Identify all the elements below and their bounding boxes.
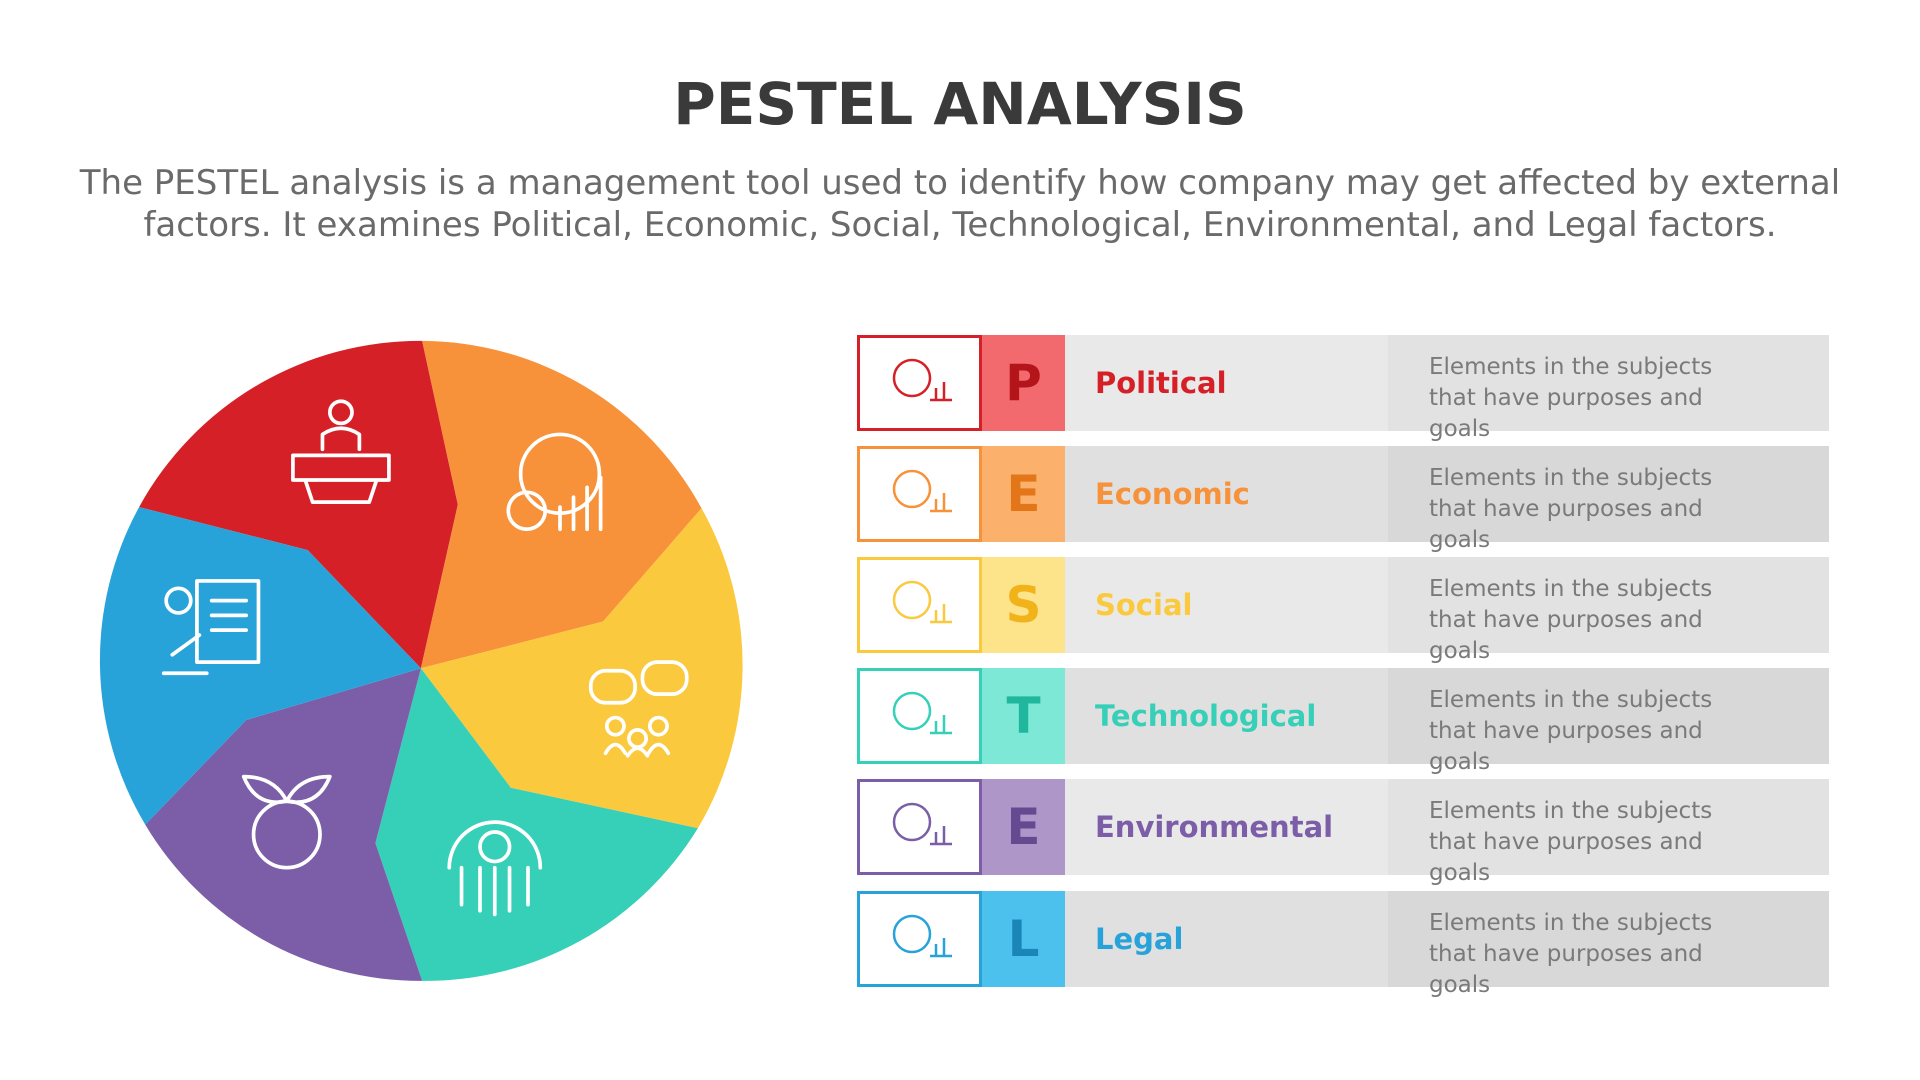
factor-icon <box>892 469 952 513</box>
factor-icon <box>892 802 952 846</box>
factor-letter: S <box>982 557 1065 653</box>
icon-environment <box>241 774 332 870</box>
description-text: Elements in the subjects that have purpo… <box>1429 576 1713 664</box>
factor-icon-box <box>857 891 982 987</box>
factor-icon-box <box>857 335 982 431</box>
factor-letter: P <box>982 335 1065 431</box>
subtitle: The PESTEL analysis is a management tool… <box>79 163 1841 245</box>
factor-icon <box>892 358 952 402</box>
factor-row: T Technological Elements in the subjects t… <box>857 668 1829 775</box>
factor-icon <box>892 580 952 624</box>
factor-icon <box>892 691 952 735</box>
factor-description: Elements in the subjects that have purpo… <box>1388 557 1829 664</box>
factor-letter: E <box>982 446 1065 542</box>
factor-icon-box <box>857 446 982 542</box>
segment-legal <box>99 507 421 825</box>
factor-label: Political <box>1065 335 1388 431</box>
factor-label: Social <box>1065 557 1388 653</box>
icon-social <box>588 660 689 758</box>
description-text: Elements in the subjects that have purpo… <box>1429 354 1713 442</box>
description-text: Elements in the subjects that have purpo… <box>1429 687 1713 775</box>
segment-political <box>139 340 458 669</box>
description-text: Elements in the subjects that have purpo… <box>1429 465 1713 553</box>
factor-letter: E <box>982 779 1065 875</box>
icon-economy <box>506 432 603 532</box>
icon-technology <box>447 820 543 917</box>
factor-description: Elements in the subjects that have purpo… <box>1388 668 1829 775</box>
description-text: Elements in the subjects that have purpo… <box>1429 798 1713 886</box>
factor-label: Legal <box>1065 891 1388 987</box>
factor-row: S Social Elements in the subjects that hav… <box>857 557 1829 664</box>
segment-economic <box>420 340 702 669</box>
factor-icon-box <box>857 779 982 875</box>
factor-description: Elements in the subjects that have purpo… <box>1388 891 1829 998</box>
factor-icon <box>892 914 952 958</box>
title: PESTEL ANALYSIS <box>673 70 1247 138</box>
segment-technological <box>375 668 698 981</box>
icon-podium <box>291 399 391 505</box>
icon-legal <box>161 579 261 676</box>
factor-label: Economic <box>1065 446 1388 542</box>
factor-row: P Political Elements in the subjects that … <box>857 335 1829 442</box>
factor-description: Elements in the subjects that have purpo… <box>1388 335 1829 442</box>
factor-description: Elements in the subjects that have purpo… <box>1388 779 1829 886</box>
factor-label: Technological <box>1065 668 1388 764</box>
factor-description: Elements in the subjects that have purpo… <box>1388 446 1829 553</box>
factor-letter: L <box>982 891 1065 987</box>
factor-label: Environmental <box>1065 779 1388 875</box>
segment-environmental <box>145 668 423 981</box>
factor-row: E Economic Elements in the subjects that h… <box>857 446 1829 553</box>
segment-social <box>420 508 743 829</box>
factor-icon-box <box>857 557 982 653</box>
factor-icon-box <box>857 668 982 764</box>
description-text: Elements in the subjects that have purpo… <box>1429 910 1713 998</box>
factor-row: L Legal Elements in the subjects that have… <box>857 891 1829 998</box>
factor-letter: T <box>982 668 1065 764</box>
factor-row: E Environmental Elements in the subjects t… <box>857 779 1829 886</box>
